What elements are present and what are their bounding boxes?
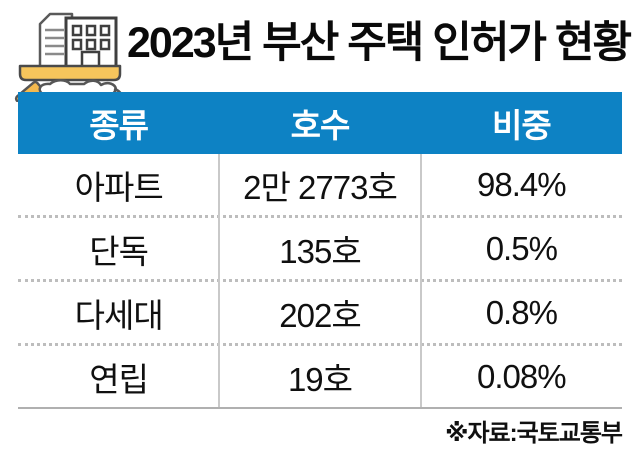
column-divider bbox=[218, 154, 220, 407]
cell-units: 2만 2773호 bbox=[243, 168, 398, 206]
table-body: 아파트 2만 2773호 98.4% 단독 135호 0.5% 다세대 202호… bbox=[18, 154, 622, 409]
column-header-share: 비중 bbox=[491, 107, 552, 144]
tray-shape bbox=[18, 64, 122, 82]
cell-share: 0.8% bbox=[485, 293, 558, 331]
source-note: ※자료:국토교통부 bbox=[445, 420, 623, 447]
cell-units: 202호 bbox=[279, 296, 361, 334]
cell-share: 0.08% bbox=[477, 357, 567, 395]
cell-units: 19호 bbox=[287, 360, 353, 398]
column-divider bbox=[420, 154, 422, 407]
cell-type: 아파트 bbox=[74, 168, 164, 206]
column-header-units: 호수 bbox=[290, 107, 351, 144]
building-icon bbox=[64, 16, 118, 70]
housing-permit-table: 종류 호수 비중 아파트 2만 2773호 98.4% 단독 135호 0.5%… bbox=[18, 92, 622, 409]
cell-units: 135호 bbox=[279, 232, 361, 270]
cell-type: 단독 bbox=[89, 232, 149, 270]
cell-type: 다세대 bbox=[74, 296, 164, 334]
column-header-type: 종류 bbox=[89, 107, 149, 144]
table-row: 단독 135호 0.5% bbox=[18, 215, 622, 279]
table-row: 아파트 2만 2773호 98.4% bbox=[18, 154, 622, 215]
table-row: 다세대 202호 0.8% bbox=[18, 279, 622, 343]
table-header-row: 종류 호수 비중 bbox=[18, 92, 622, 154]
building-on-hand-icon bbox=[14, 6, 126, 111]
table-row: 연립 19호 0.08% bbox=[18, 343, 622, 407]
cell-share: 0.5% bbox=[485, 229, 558, 267]
cell-type: 연립 bbox=[89, 360, 149, 398]
cell-share: 98.4% bbox=[477, 165, 567, 203]
page-title: 2023년 부산 주택 인허가 현황 bbox=[127, 19, 632, 67]
